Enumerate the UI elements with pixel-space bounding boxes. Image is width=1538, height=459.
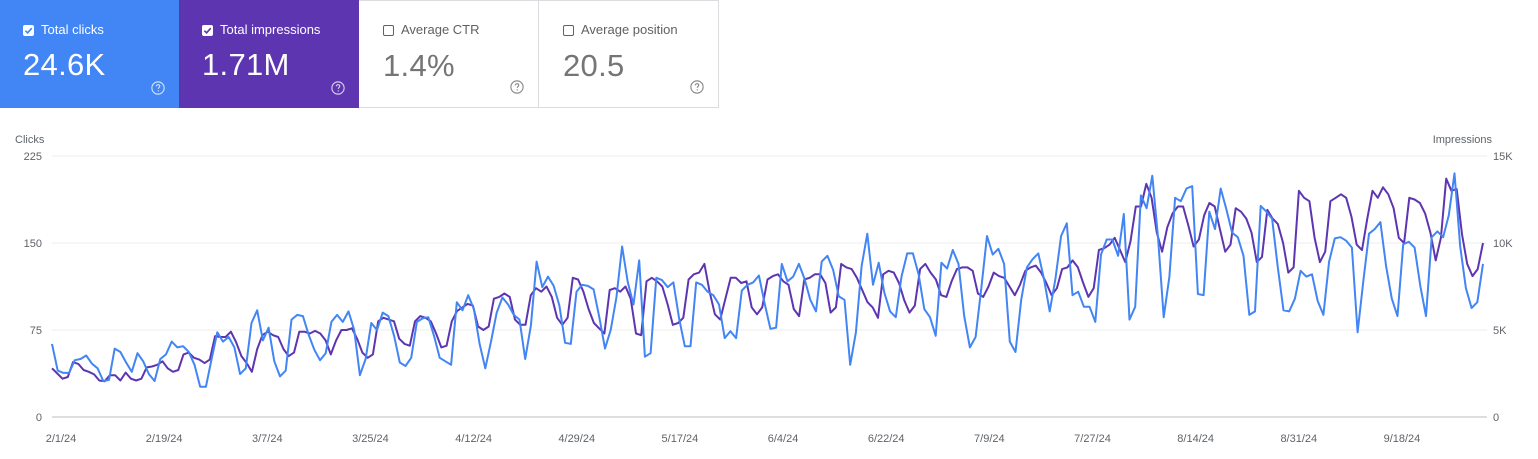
total-clicks-card[interactable]: Total clicks 24.6K [0,0,179,108]
impressions-series-line[interactable] [51,177,1484,383]
chart-svg: Clicks Impressions 225 150 75 0 15K 10K 5K 0 2… [15,134,1513,445]
left-tick-label: 150 [24,238,42,250]
total-impressions-card[interactable]: Total impressions 1.71M [179,0,359,108]
left-axis-ticks: 225 150 75 0 [24,151,42,424]
right-tick-label: 10K [1493,238,1513,250]
card-header: Average position [563,22,678,38]
x-tick-label: 5/17/24 [662,433,699,445]
x-axis-ticks: 2/1/24 2/19/24 3/7/24 3/25/24 4/12/24 4/29/24… [46,433,1421,445]
left-tick-label: 225 [24,151,42,163]
right-tick-label: 5K [1493,325,1507,337]
x-tick-label: 8/31/24 [1280,433,1317,445]
x-tick-label: 8/14/24 [1177,433,1214,445]
right-axis-label: Impressions [1433,134,1493,146]
checkbox-unchecked-icon[interactable] [563,24,574,36]
x-tick-label: 7/27/24 [1074,433,1111,445]
help-icon[interactable] [690,80,704,94]
x-tick-label: 4/29/24 [558,433,595,445]
metric-cards: Total clicks 24.6K Total impressions 1.7… [0,0,719,108]
clicks-series-line[interactable] [51,172,1484,388]
card-label: Total impressions [220,22,321,37]
average-ctr-card[interactable]: Average CTR 1.4% [359,0,539,108]
left-tick-label: 75 [30,325,42,337]
card-value: 24.6K [23,47,106,82]
card-label: Average CTR [401,22,480,37]
x-tick-label: 9/18/24 [1384,433,1421,445]
x-tick-label: 4/12/24 [455,433,492,445]
series-layer [51,172,1484,388]
help-icon[interactable] [510,80,524,94]
x-tick-label: 2/19/24 [146,433,183,445]
help-icon[interactable] [331,81,345,95]
x-tick-label: 7/9/24 [974,433,1005,445]
checkbox-checked-icon[interactable] [23,24,34,36]
right-tick-label: 15K [1493,151,1513,163]
card-header: Average CTR [383,22,480,38]
right-axis-ticks: 15K 10K 5K 0 [1493,151,1513,424]
left-axis-label: Clicks [15,134,45,146]
card-value: 1.71M [202,47,290,82]
card-header: Total impressions [202,22,320,38]
card-value: 20.5 [563,48,625,83]
card-header: Total clicks [23,22,104,38]
checkbox-unchecked-icon[interactable] [383,24,394,36]
x-tick-label: 6/4/24 [768,433,799,445]
average-position-card[interactable]: Average position 20.5 [539,0,719,108]
checkbox-checked-icon[interactable] [202,24,213,36]
help-icon[interactable] [151,81,165,95]
x-tick-label: 2/1/24 [46,433,77,445]
chart-grid [52,155,1487,418]
x-tick-label: 3/25/24 [352,433,389,445]
card-label: Average position [581,22,678,37]
right-tick-label: 0 [1493,412,1499,424]
card-value: 1.4% [383,48,455,83]
x-tick-label: 3/7/24 [252,433,283,445]
card-label: Total clicks [41,22,104,37]
left-tick-label: 0 [36,412,42,424]
x-tick-label: 6/22/24 [868,433,905,445]
performance-chart[interactable]: Clicks Impressions 225 150 75 0 15K 10K 5K 0 2… [0,120,1538,459]
